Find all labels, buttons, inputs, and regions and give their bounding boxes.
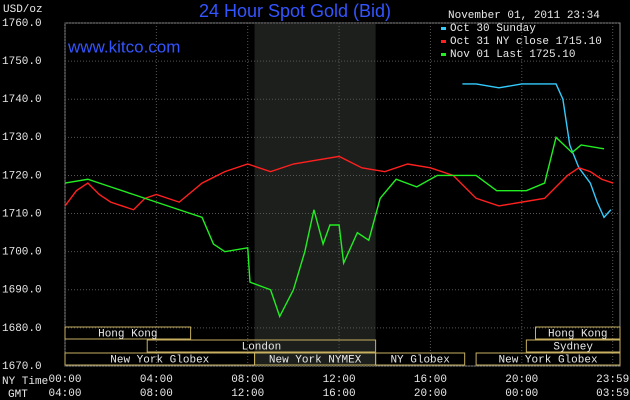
y-tick-label: 1720.0 (2, 170, 42, 182)
timestamp: November 01, 2011 23:34 (448, 10, 600, 22)
x2-tick-label: 12:00 (231, 388, 264, 400)
x2-tick-label: 20:00 (414, 388, 447, 400)
legend-label: Oct 30 Sunday (450, 23, 536, 35)
session-label: Sydney (553, 341, 593, 353)
x-tick-label: 08:00 (231, 374, 264, 386)
x-tick-label: 20:00 (505, 374, 538, 386)
session-box (534, 326, 621, 340)
session-box (475, 352, 621, 366)
session-box (525, 339, 621, 353)
x2-tick-label: 00:00 (505, 388, 538, 400)
y-tick-label: 1670.0 (2, 361, 42, 373)
series-line (64, 155, 614, 211)
x2-tick-label: 03:59 (596, 388, 629, 400)
session-label: Hong Kong (548, 328, 607, 340)
legend-swatch (441, 40, 446, 43)
session-label: New York Globex (499, 354, 598, 366)
x2-tick-label: 04:00 (48, 388, 81, 400)
y-tick-label: 1760.0 (2, 18, 42, 30)
x-tick-label: 12:00 (323, 374, 356, 386)
series-line (64, 135, 605, 319)
y-tick-label: 1690.0 (2, 285, 42, 297)
y-tick-label: 1710.0 (2, 208, 42, 220)
session-box (375, 352, 466, 366)
session-label: New York Globex (110, 354, 209, 366)
session-label: Hong Kong (98, 328, 157, 340)
watermark: www.kitco.com (67, 37, 180, 56)
x-tick-label: 16:00 (414, 374, 447, 386)
x-axis-label: NY Time (2, 376, 48, 388)
x-tick-label: 23:59 (596, 374, 629, 386)
legend-label: Nov 01 Last 1725.10 (450, 49, 575, 61)
session-label: New York NYMEX (269, 354, 362, 366)
x2-axis-label: GMT (8, 389, 28, 400)
x2-tick-label: 08:00 (140, 388, 173, 400)
legend-swatch (441, 27, 446, 30)
y-tick-label: 1700.0 (2, 247, 42, 259)
chart-title: 24 Hour Spot Gold (Bid) (199, 1, 391, 21)
legend-swatch (441, 53, 446, 56)
x-tick-label: 00:00 (48, 374, 81, 386)
y-tick-label: 1680.0 (2, 323, 42, 335)
y-tick-label: 1740.0 (2, 94, 42, 106)
session-label: NY Globex (390, 354, 450, 366)
session-box (64, 326, 192, 340)
legend-label: Oct 31 NY close 1715.10 (450, 36, 602, 48)
y-tick-label: 1730.0 (2, 132, 42, 144)
x2-tick-label: 16:00 (323, 388, 356, 400)
session-label: London (242, 341, 282, 353)
session-shade (254, 24, 376, 366)
session-box (146, 339, 377, 353)
y-tick-label: 1750.0 (2, 56, 42, 68)
series-line (462, 83, 612, 219)
y-axis-label: USD/oz (3, 4, 43, 16)
x-tick-label: 04:00 (140, 374, 173, 386)
